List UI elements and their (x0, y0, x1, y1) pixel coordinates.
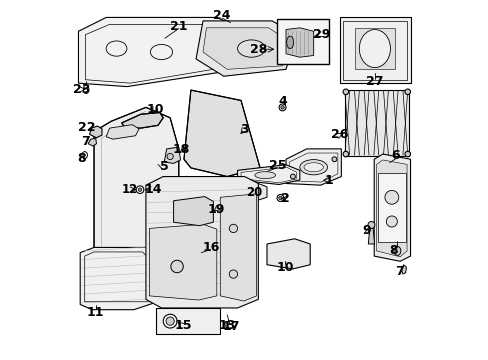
Text: 18: 18 (173, 143, 190, 156)
Polygon shape (339, 17, 410, 83)
Polygon shape (78, 17, 261, 87)
Ellipse shape (279, 104, 285, 111)
Ellipse shape (393, 246, 400, 255)
Text: 10: 10 (276, 261, 293, 274)
Ellipse shape (229, 270, 237, 278)
Text: 7: 7 (394, 265, 403, 278)
Text: 3: 3 (239, 123, 248, 136)
Polygon shape (354, 28, 394, 69)
Polygon shape (145, 176, 258, 308)
Polygon shape (196, 21, 296, 76)
Ellipse shape (299, 159, 327, 175)
Polygon shape (377, 173, 405, 242)
Polygon shape (88, 139, 96, 146)
Ellipse shape (404, 151, 410, 157)
Text: 15: 15 (174, 319, 191, 333)
Text: 16: 16 (203, 241, 220, 254)
Polygon shape (277, 19, 328, 64)
Ellipse shape (163, 314, 177, 328)
Polygon shape (80, 247, 154, 310)
Ellipse shape (359, 30, 389, 68)
Text: 2: 2 (280, 192, 289, 205)
Polygon shape (203, 28, 289, 69)
Polygon shape (266, 239, 309, 269)
Polygon shape (89, 126, 102, 138)
Polygon shape (401, 265, 406, 274)
Ellipse shape (286, 36, 293, 49)
Polygon shape (122, 113, 163, 128)
Polygon shape (237, 165, 299, 184)
Ellipse shape (82, 152, 87, 158)
Polygon shape (149, 224, 216, 300)
Text: 24: 24 (213, 9, 230, 22)
Polygon shape (106, 125, 139, 139)
Ellipse shape (278, 196, 282, 200)
Polygon shape (246, 184, 266, 200)
Ellipse shape (106, 41, 127, 56)
Text: 27: 27 (366, 75, 383, 88)
Text: 11: 11 (87, 306, 104, 319)
Ellipse shape (254, 172, 275, 179)
Text: 9: 9 (362, 224, 370, 237)
Text: 10: 10 (146, 103, 164, 116)
Ellipse shape (167, 153, 173, 159)
Text: 7: 7 (81, 135, 90, 148)
Ellipse shape (83, 85, 89, 94)
Text: 6: 6 (391, 149, 400, 162)
Text: 29: 29 (312, 28, 329, 41)
Ellipse shape (367, 221, 374, 229)
Ellipse shape (165, 317, 174, 325)
Ellipse shape (343, 89, 348, 95)
Text: 8: 8 (388, 244, 397, 257)
Ellipse shape (138, 188, 142, 192)
Ellipse shape (136, 186, 143, 193)
Text: 19: 19 (207, 203, 224, 216)
Polygon shape (285, 28, 313, 57)
Text: 12: 12 (122, 183, 138, 196)
Text: 17: 17 (222, 320, 240, 333)
Polygon shape (94, 107, 179, 270)
Text: 21: 21 (170, 19, 187, 33)
Ellipse shape (331, 157, 336, 162)
Text: 20: 20 (245, 186, 262, 199)
Text: 1: 1 (324, 174, 333, 186)
Polygon shape (156, 308, 220, 334)
Polygon shape (344, 90, 408, 156)
Ellipse shape (343, 151, 348, 157)
Ellipse shape (290, 174, 295, 179)
Polygon shape (376, 160, 406, 257)
Ellipse shape (170, 260, 183, 273)
Polygon shape (164, 147, 180, 163)
Text: 23: 23 (73, 83, 90, 96)
Polygon shape (183, 90, 260, 176)
Text: 28: 28 (249, 43, 266, 56)
Ellipse shape (386, 216, 397, 227)
Ellipse shape (229, 224, 237, 233)
Ellipse shape (280, 105, 284, 109)
Ellipse shape (237, 40, 264, 57)
Ellipse shape (150, 44, 172, 60)
Polygon shape (373, 154, 410, 261)
Text: 26: 26 (330, 128, 347, 141)
Polygon shape (220, 194, 256, 301)
Ellipse shape (304, 163, 323, 172)
Text: 5: 5 (159, 160, 168, 174)
Text: 25: 25 (268, 159, 285, 172)
Text: 4: 4 (278, 95, 287, 108)
Ellipse shape (384, 190, 398, 204)
Text: 14: 14 (144, 183, 162, 196)
Text: 22: 22 (78, 121, 96, 134)
Ellipse shape (404, 89, 410, 95)
Text: 13: 13 (218, 319, 235, 333)
Polygon shape (173, 197, 213, 226)
Ellipse shape (276, 194, 284, 202)
Text: 8: 8 (77, 152, 85, 165)
Polygon shape (367, 229, 374, 244)
Polygon shape (285, 149, 341, 185)
